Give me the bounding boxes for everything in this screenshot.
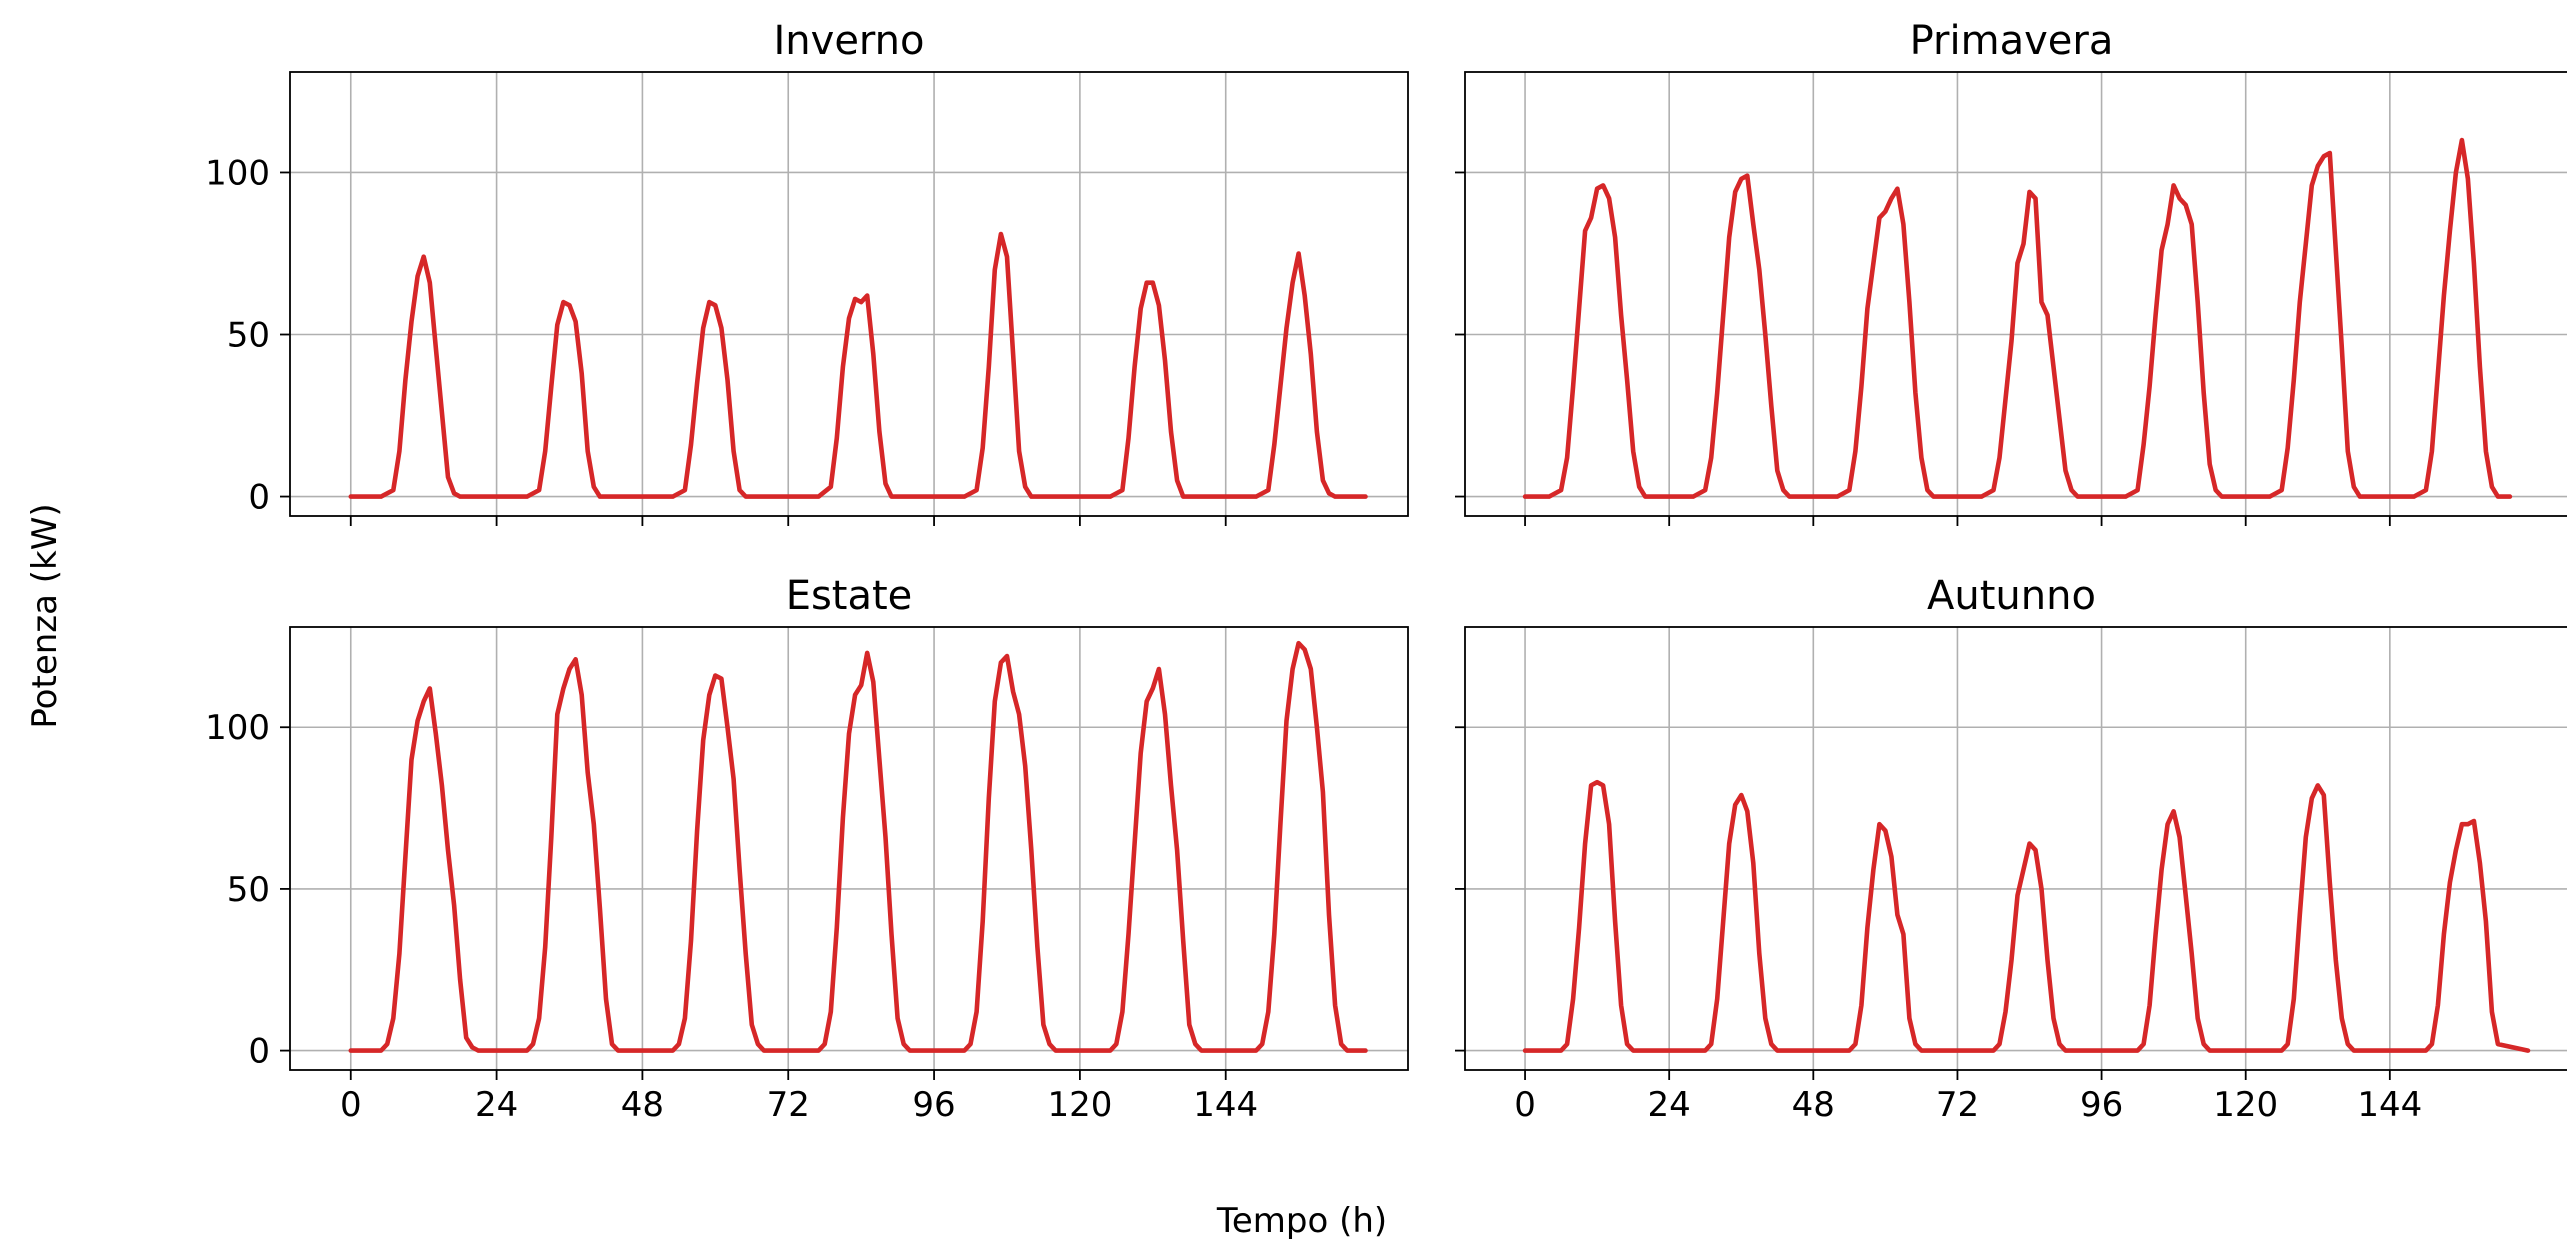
x-tick-label: 144 (1193, 1085, 1258, 1125)
x-tick-label: 24 (475, 1085, 518, 1125)
x-tick-label: 48 (621, 1085, 664, 1125)
x-tick-label: 120 (1047, 1085, 1112, 1125)
panel-title: Inverno (774, 18, 925, 64)
plot-frame (1464, 71, 2567, 517)
panel-title: Estate (786, 573, 913, 619)
x-tick-label: 120 (2213, 1085, 2278, 1125)
plot-frame (289, 626, 1409, 1071)
x-tick-label: 0 (340, 1085, 362, 1125)
y-tick-label: 0 (248, 478, 270, 518)
figure-y-axis-label: Potenza (kW) (25, 503, 65, 728)
x-tick-label: 72 (1936, 1085, 1979, 1125)
y-tick-label: 100 (205, 708, 270, 748)
plot-frame (289, 71, 1409, 517)
panel-autunno: 0 24 48 72 96 120 144 Autunno (1455, 573, 2567, 1125)
x-tick-label: 0 (1514, 1085, 1536, 1125)
x-tick-label: 96 (2080, 1085, 2123, 1125)
y-tick-label: 100 (205, 153, 270, 193)
panel-primavera: Primavera (1455, 18, 2567, 526)
figure-x-axis-label: Tempo (h) (1216, 1201, 1387, 1241)
x-tick-label: 24 (1648, 1085, 1691, 1125)
x-tick-label: 96 (912, 1085, 955, 1125)
x-tick-label: 72 (767, 1085, 810, 1125)
y-tick-label: 0 (248, 1032, 270, 1072)
panel-title: Autunno (1927, 573, 2096, 619)
y-tick-label: 50 (227, 316, 270, 356)
series-line (1522, 779, 2531, 1053)
series-line (348, 640, 1368, 1053)
plot-frame (1464, 626, 2567, 1071)
y-tick-label: 50 (227, 870, 270, 910)
x-tick-label: 144 (2357, 1085, 2422, 1125)
panel-title: Primavera (1910, 18, 2114, 64)
series-line (348, 231, 1368, 499)
series-line (1522, 137, 2513, 499)
x-tick-label: 48 (1792, 1085, 1835, 1125)
panel-estate: 0 24 48 72 96 120 144 0 50 100 Estate (205, 573, 1409, 1125)
panel-inverno: 0 50 100 Inverno (205, 18, 1409, 526)
